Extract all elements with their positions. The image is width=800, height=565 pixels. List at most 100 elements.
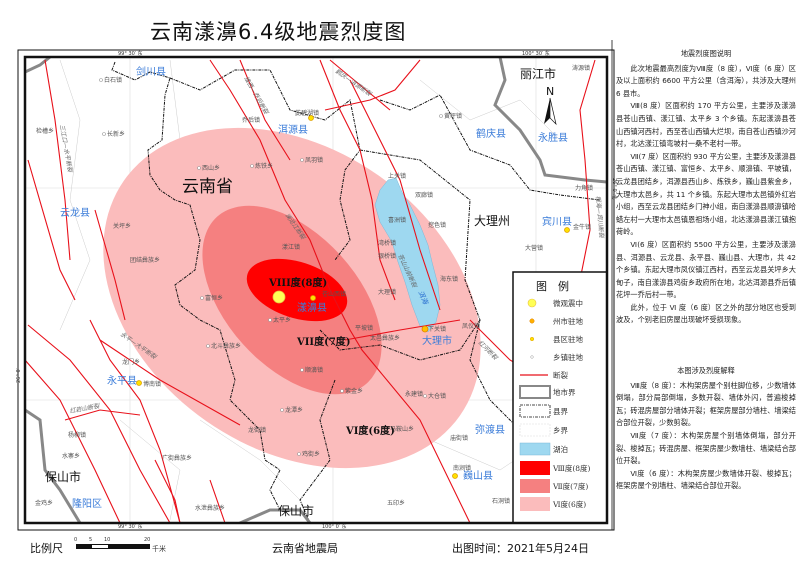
svg-text:顺濞镇: 顺濞镇 [305, 366, 323, 374]
svg-text:N: N [546, 85, 554, 98]
intensity-6-label: VI度(6度) [345, 424, 395, 437]
svg-text:长新乡: 长新乡 [107, 130, 125, 138]
north-arrow-icon: N [544, 85, 557, 126]
map-inner-frame [23, 55, 609, 525]
lon-tick: 100° 0′ 东 [322, 523, 347, 530]
svg-text:下关镇: 下关镇 [428, 325, 446, 333]
township-boundary-icon [519, 423, 551, 437]
svg-text:杨柳镇: 杨柳镇 [68, 431, 86, 439]
svg-text:5: 5 [89, 537, 92, 543]
svg-text:千米: 千米 [152, 544, 166, 553]
svg-text:检槽乡: 检槽乡 [36, 127, 54, 135]
svg-text:富恒乡: 富恒乡 [205, 294, 223, 302]
legend: 图 例 微观震中 州市驻地 县区驻地 乡镇驻地 断裂 地市界 县界 [512, 271, 607, 523]
svg-text:地市界: 地市界 [553, 387, 576, 397]
prefecture-seat-icon [529, 318, 535, 324]
svg-text:太邑彝族乡: 太邑彝族乡 [370, 334, 400, 342]
county-boundaries [111, 61, 601, 523]
svg-text:力角镇: 力角镇 [575, 184, 593, 192]
region-label: 保山市 [278, 503, 314, 518]
svg-text:五印乡: 五印乡 [387, 500, 405, 507]
intensity-7-label: VII度(7度) [296, 335, 351, 348]
intensity-8-label: VIII度(8度) [268, 276, 327, 289]
svg-text:大理市: 大理市 [422, 334, 452, 347]
svg-text:石洞镇: 石洞镇 [492, 497, 510, 505]
svg-text:州市驻地: 州市驻地 [553, 316, 583, 326]
svg-text:马鞍山乡: 马鞍山乡 [390, 425, 414, 433]
svg-text:凤仪镇: 凤仪镇 [462, 322, 480, 330]
svg-text:金牛镇: 金牛镇 [573, 223, 591, 231]
svg-text:广街彝族乡: 广街彝族乡 [162, 454, 192, 462]
svg-text:10: 10 [104, 537, 110, 543]
lon-tick: 100° 30′ 东 [522, 50, 550, 57]
svg-text:苍山西镇: 苍山西镇 [322, 290, 346, 298]
explain-paragraph: Ⅷ度（8 度）：木构架房屋个别柱脚位移，少数墙体倒塌，部分局部倒塌，多数开裂、墙… [616, 380, 796, 428]
svg-text:Ⅶ度(7度): Ⅶ度(7度) [552, 481, 588, 491]
svg-text:庙街镇: 庙街镇 [450, 434, 468, 442]
description-paragraph: Ⅵ(6 度）区面积约 5500 平方公里，主要涉及漾濞县、洱源县、云龙县、永平县… [616, 239, 796, 300]
svg-text:团结彝族乡: 团结彝族乡 [130, 256, 160, 264]
description-paragraph: 此次地震最高烈度为Ⅷ度（8 度），Ⅵ度（6 度）区及以上面积约 6600 平方公… [616, 63, 796, 98]
intensity-6-swatch [520, 497, 550, 511]
svg-text:海东镇: 海东镇 [440, 275, 458, 283]
svg-text:永建镇: 永建镇 [405, 390, 423, 398]
svg-text:金鸡乡: 金鸡乡 [35, 499, 53, 507]
svg-text:巍山县: 巍山县 [463, 470, 493, 482]
svg-text:大营镇: 大营镇 [525, 244, 543, 252]
svg-text:博南镇: 博南镇 [143, 380, 161, 388]
svg-text:漾江镇: 漾江镇 [282, 243, 300, 251]
svg-text:Ⅷ度(8度): Ⅷ度(8度) [552, 463, 591, 473]
intensity-7-swatch [520, 479, 550, 493]
svg-text:20: 20 [144, 537, 150, 543]
explain-paragraph: Ⅶ度（7 度）：木构架房屋个别墙体倒塌，部分开裂、梭掉瓦；砖混房屋、框架房屋少数… [616, 431, 796, 466]
svg-text:水寨乡: 水寨乡 [62, 452, 80, 460]
description-title: 地震烈度图说明 [680, 49, 732, 58]
region-label: 丽江市 [520, 66, 556, 81]
svg-text:湾桥镇: 湾桥镇 [378, 239, 396, 247]
map-title: 云南漾濞6.4级地震烈度图 [150, 20, 407, 44]
svg-text:龙潭乡: 龙潭乡 [285, 406, 303, 414]
explain-title: 本图涉及烈度解释 [677, 366, 735, 376]
svg-text:乡界: 乡界 [553, 426, 568, 435]
svg-text:永胜县: 永胜县 [538, 131, 568, 144]
county-seat-icon [529, 336, 535, 342]
svg-text:喜洲镇: 喜洲镇 [388, 216, 406, 224]
svg-text:湖泊: 湖泊 [553, 444, 568, 454]
map-outer-frame [17, 49, 615, 531]
svg-text:茈碧湖镇: 茈碧湖镇 [295, 109, 319, 117]
description-panel: 地震烈度图说明 此次地震最高烈度为Ⅷ度（8 度），Ⅵ度（6 度）区及以上面积约 … [616, 48, 796, 493]
explain-paragraph: Ⅵ度（6 度）：木构架房屋少数墙体开裂、梭掉瓦；框架房屋个别墙柱、墙梁结合部位开… [616, 468, 796, 491]
svg-text:鸡街乡: 鸡街乡 [302, 450, 320, 458]
svg-text:炼铁乡: 炼铁乡 [255, 162, 273, 170]
region-label: 保山市 [45, 469, 81, 484]
scale-label: 比例尺 [30, 542, 63, 555]
svg-text:县界: 县界 [553, 407, 568, 416]
svg-text:龙门乡: 龙门乡 [122, 358, 140, 366]
svg-text:永平县: 永平县 [107, 374, 137, 387]
svg-text:宾川县: 宾川县 [542, 215, 572, 228]
svg-text:水泄彝族乡: 水泄彝族乡 [195, 504, 225, 512]
publisher: 云南省地震局 [272, 542, 338, 555]
prefecture-seat-icon [421, 325, 429, 333]
svg-text:云龙县: 云龙县 [60, 206, 90, 219]
town-seat-icons [99, 78, 443, 456]
lon-tick: 99° 30′ 东 [118, 523, 143, 530]
prefecture-boundary-icon [519, 385, 551, 399]
lon-tick: 99° 30′ 东 [118, 50, 143, 57]
svg-text:乔后镇: 乔后镇 [242, 116, 260, 124]
svg-text:涛源镇: 涛源镇 [572, 64, 590, 72]
svg-text:漾濞县: 漾濞县 [297, 301, 327, 314]
county-labels: 剑川县 洱源县 鹤庆县 永胜县 宾川县 云龙县 漾濞县 大理市 永平县 弥渡县 … [60, 65, 572, 510]
svg-text:大仓镇: 大仓镇 [428, 392, 446, 400]
svg-text:南涧镇: 南涧镇 [453, 464, 471, 472]
svg-text:乡镇驻地: 乡镇驻地 [553, 352, 583, 362]
svg-text:洱源县: 洱源县 [278, 123, 308, 136]
erhai-lake [374, 177, 441, 333]
svg-text:白石镇: 白石镇 [104, 76, 122, 84]
intensity-8-zone [246, 258, 348, 322]
description-paragraph: 此外，位于 Ⅵ 度（6 度）区之外的部分地区也受到波及，个别老旧房屋出现破坏受损… [616, 302, 796, 325]
svg-text:微观震中: 微观震中 [553, 298, 583, 308]
description-paragraph: Ⅶ(7 度）区面积约 930 平方公里，主要涉及漾濞县苍山西镇、漾江镇、富恒乡、… [616, 151, 796, 237]
